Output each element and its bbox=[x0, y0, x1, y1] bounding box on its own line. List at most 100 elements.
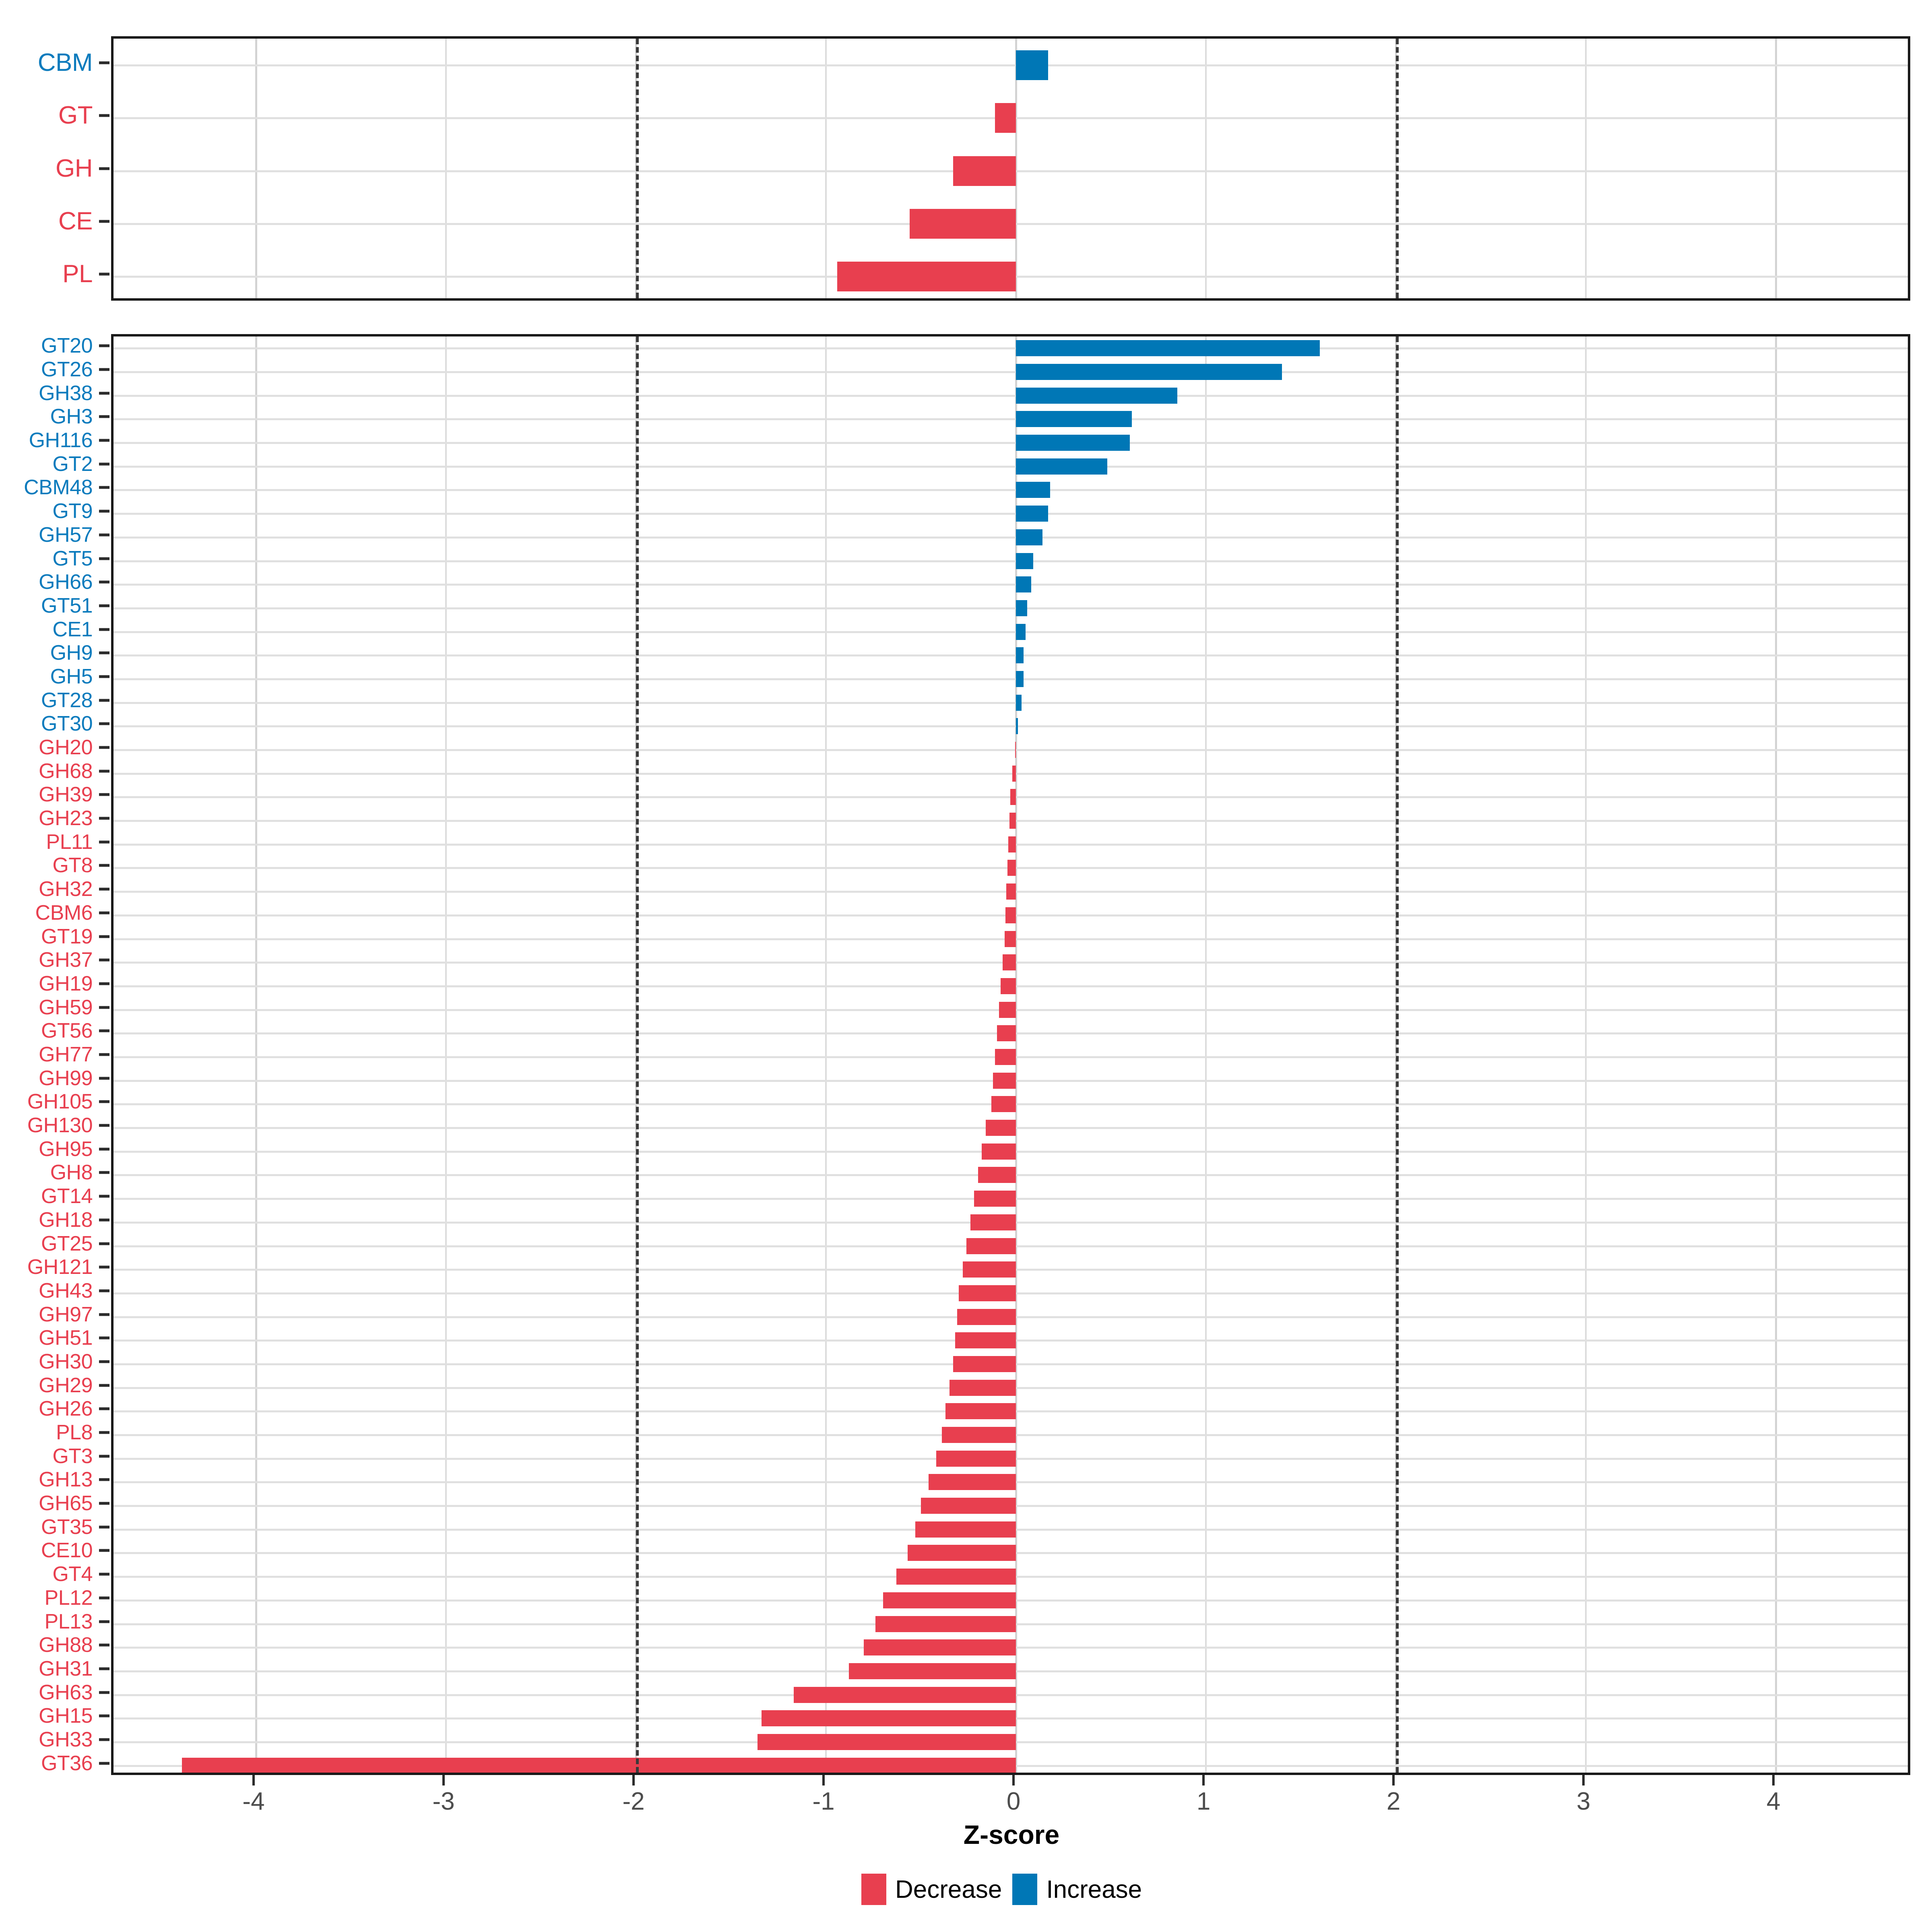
y-axis-tick-label: GT bbox=[58, 101, 93, 130]
bar bbox=[1012, 765, 1016, 782]
bar bbox=[993, 1072, 1016, 1089]
y-axis-tick-label: CE1 bbox=[52, 617, 93, 641]
y-axis-tick-label: GH97 bbox=[39, 1302, 93, 1326]
legend-item[interactable]: Decrease bbox=[861, 1874, 1002, 1905]
y-axis-tick-mark bbox=[99, 114, 109, 117]
bar bbox=[999, 1001, 1016, 1018]
horizontal-gridline bbox=[114, 418, 1908, 421]
y-axis-tick-mark bbox=[99, 604, 109, 607]
y-axis-tick-mark bbox=[99, 1407, 109, 1410]
bar bbox=[995, 1049, 1016, 1065]
y-axis-tick-label: GH26 bbox=[39, 1397, 93, 1421]
y-axis-tick-label: GH65 bbox=[39, 1492, 93, 1515]
bar bbox=[761, 1710, 1016, 1727]
vertical-gridline bbox=[1015, 336, 1018, 1773]
bar bbox=[1016, 553, 1033, 569]
y-axis-tick-mark bbox=[99, 1620, 109, 1623]
bar bbox=[875, 1616, 1016, 1632]
bar bbox=[974, 1191, 1016, 1207]
y-axis-tick-label: GH18 bbox=[39, 1208, 93, 1232]
y-axis-tick-mark bbox=[99, 746, 109, 749]
y-axis-tick-mark bbox=[99, 510, 109, 513]
top-panel bbox=[111, 36, 1910, 301]
bar bbox=[837, 262, 1016, 292]
y-axis-tick-label: GT19 bbox=[41, 925, 93, 948]
y-axis-tick-mark bbox=[99, 935, 109, 938]
bar bbox=[1001, 978, 1016, 994]
y-axis-tick-label: PL11 bbox=[46, 830, 93, 854]
y-axis-tick-mark bbox=[99, 1289, 109, 1292]
horizontal-gridline bbox=[114, 725, 1908, 728]
y-axis-tick-label: GH39 bbox=[39, 783, 93, 807]
y-axis-tick-label: CE10 bbox=[41, 1539, 93, 1563]
y-axis-tick-label: GH23 bbox=[39, 807, 93, 830]
y-axis-tick-mark bbox=[99, 793, 109, 796]
bar bbox=[1016, 694, 1022, 711]
y-axis-tick-label: GH29 bbox=[39, 1373, 93, 1397]
vertical-gridline bbox=[825, 39, 827, 298]
bar bbox=[908, 1545, 1016, 1561]
y-axis-tick-label: GT26 bbox=[41, 358, 93, 382]
y-axis-tick-mark bbox=[99, 1384, 109, 1387]
y-axis-tick-mark bbox=[99, 415, 109, 418]
bar bbox=[991, 1096, 1016, 1113]
x-axis-tick-label: 3 bbox=[1576, 1788, 1591, 1815]
bar bbox=[1016, 647, 1024, 664]
increase-swatch bbox=[1012, 1874, 1038, 1905]
bar bbox=[1008, 836, 1016, 852]
y-axis-tick-label: GH77 bbox=[39, 1043, 93, 1066]
x-axis-tick-label: 4 bbox=[1766, 1788, 1781, 1815]
y-axis-tick-mark bbox=[99, 344, 109, 347]
y-axis-tick-mark bbox=[99, 1549, 109, 1552]
y-axis-tick-mark bbox=[99, 1573, 109, 1576]
y-axis-tick-label: GH59 bbox=[39, 995, 93, 1019]
y-axis-tick-label: GH32 bbox=[39, 877, 93, 901]
y-axis-tick-mark bbox=[99, 557, 109, 560]
y-axis-tick-mark bbox=[99, 1643, 109, 1647]
y-axis-tick-mark bbox=[99, 1218, 109, 1222]
bar bbox=[945, 1403, 1016, 1420]
y-axis-tick-mark bbox=[99, 580, 109, 584]
y-axis-tick-label: GH95 bbox=[39, 1137, 93, 1161]
bar bbox=[966, 1238, 1016, 1254]
bar bbox=[182, 1757, 1016, 1773]
bar bbox=[1016, 529, 1043, 545]
vertical-gridline bbox=[255, 336, 257, 1773]
y-axis-tick-mark bbox=[99, 1313, 109, 1316]
y-axis-tick-label: GT3 bbox=[52, 1444, 93, 1468]
vertical-gridline bbox=[1585, 39, 1587, 298]
y-axis-tick-mark bbox=[99, 167, 109, 170]
bar bbox=[1004, 931, 1016, 947]
x-axis-tick-mark bbox=[822, 1775, 825, 1785]
horizontal-gridline bbox=[114, 489, 1908, 491]
bar bbox=[848, 1663, 1016, 1679]
legend-item[interactable]: Increase bbox=[1012, 1874, 1142, 1905]
y-axis-tick-mark bbox=[99, 911, 109, 914]
bar bbox=[896, 1569, 1016, 1585]
y-axis-tick-label: CBM48 bbox=[24, 476, 93, 500]
y-axis-tick-label: GH116 bbox=[29, 429, 93, 452]
bar bbox=[793, 1686, 1016, 1703]
decrease-swatch bbox=[861, 1874, 886, 1905]
vertical-gridline bbox=[255, 39, 257, 298]
y-axis-tick-label: GH68 bbox=[39, 759, 93, 783]
y-axis-tick-mark bbox=[99, 1195, 109, 1198]
y-axis-tick-label: GH30 bbox=[39, 1350, 93, 1373]
y-axis-tick-mark bbox=[99, 1525, 109, 1529]
y-axis-tick-label: GT14 bbox=[41, 1185, 93, 1208]
y-axis-tick-label: GH3 bbox=[50, 405, 93, 429]
y-axis-tick-mark bbox=[99, 220, 109, 223]
y-axis-tick-label: GT28 bbox=[41, 688, 93, 712]
y-axis-tick-label: GH63 bbox=[39, 1680, 93, 1704]
y-axis-tick-label: GH99 bbox=[39, 1066, 93, 1090]
bottom-panel bbox=[111, 334, 1910, 1775]
y-axis-tick-label: GH20 bbox=[39, 736, 93, 760]
vertical-gridline bbox=[445, 39, 447, 298]
reference-line bbox=[1396, 39, 1399, 298]
y-axis-tick-label: GT5 bbox=[52, 547, 93, 570]
x-axis-tick-label: 0 bbox=[1006, 1788, 1021, 1815]
x-axis-tick-label: -2 bbox=[622, 1788, 645, 1815]
bar bbox=[957, 1309, 1016, 1325]
x-axis-tick-label: -4 bbox=[242, 1788, 265, 1815]
vertical-gridline bbox=[1205, 39, 1207, 298]
